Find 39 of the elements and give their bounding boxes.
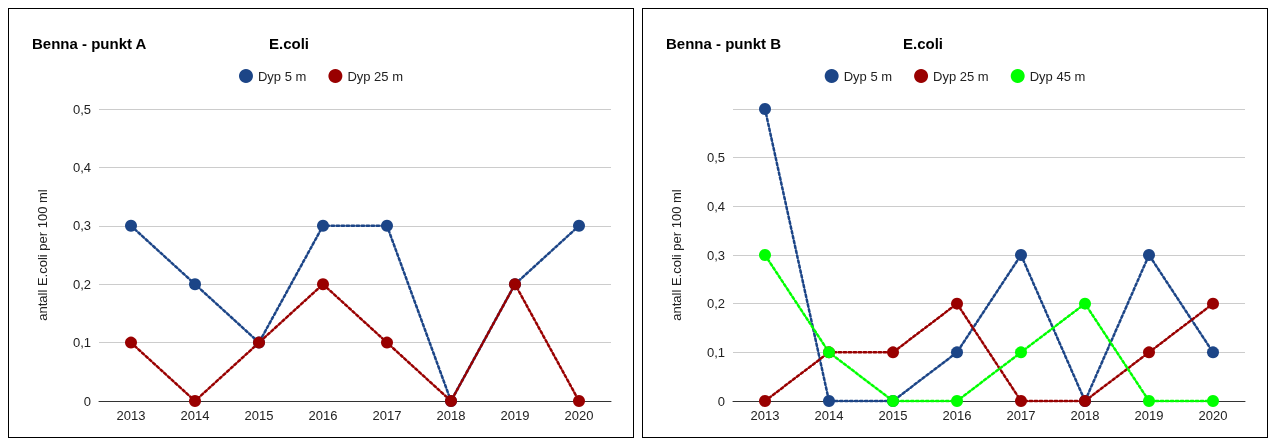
legend-label: Dyp 25 m	[933, 68, 989, 84]
x-tick-label: 2020	[564, 408, 594, 423]
y-tick-label: 0,1	[706, 344, 725, 360]
x-tick-label: 2015	[878, 408, 908, 423]
chart-subtitle: E.coli	[903, 35, 944, 52]
y-tick-label: 0,4	[72, 159, 91, 175]
chart-title: Benna - punkt B	[666, 35, 782, 52]
x-tick-label: 2018	[1070, 408, 1100, 423]
x-tick-label: 2017	[372, 408, 402, 423]
x-tick-label: 2014	[814, 408, 844, 423]
y-tick-label: 0,4	[706, 198, 725, 214]
x-tick-label: 2018	[436, 408, 466, 423]
y-tick-label: 0	[83, 393, 91, 409]
y-tick-label: 0	[717, 393, 725, 409]
y-tick-label: 0,2	[72, 276, 91, 292]
chart-subtitle: E.coli	[269, 35, 310, 52]
x-tick-label: 2015	[244, 408, 274, 423]
x-tick-label: 2013	[750, 408, 780, 423]
y-tick-label: 0,5	[706, 150, 725, 166]
y-tick-label: 0,2	[706, 296, 725, 312]
legend-label: Dyp 5 m	[257, 68, 307, 84]
x-tick-label: 2020	[1198, 408, 1228, 423]
legend-label: Dyp 45 m	[1029, 68, 1086, 84]
y-tick-label: 0,1	[72, 335, 91, 351]
y-axis-title: antall E.coli per 100 ml	[669, 189, 684, 321]
x-tick-label: 2014	[180, 408, 210, 423]
legend-label: Dyp 5 m	[843, 68, 893, 84]
x-tick-label: 2019	[500, 408, 530, 423]
x-tick-label: 2017	[1006, 408, 1036, 423]
x-tick-label: 2016	[942, 408, 972, 423]
y-axis-title: antall E.coli per 100 ml	[35, 189, 50, 321]
legend-label: Dyp 25 m	[347, 68, 404, 84]
y-tick-label: 0,5	[72, 101, 91, 117]
x-tick-label: 2016	[308, 408, 338, 423]
x-tick-label: 2019	[1134, 408, 1164, 423]
y-tick-label: 0,3	[706, 247, 725, 263]
y-tick-label: 0,3	[72, 218, 91, 234]
x-tick-label: 2013	[116, 408, 146, 423]
chart-title: Benna - punkt A	[32, 35, 147, 52]
